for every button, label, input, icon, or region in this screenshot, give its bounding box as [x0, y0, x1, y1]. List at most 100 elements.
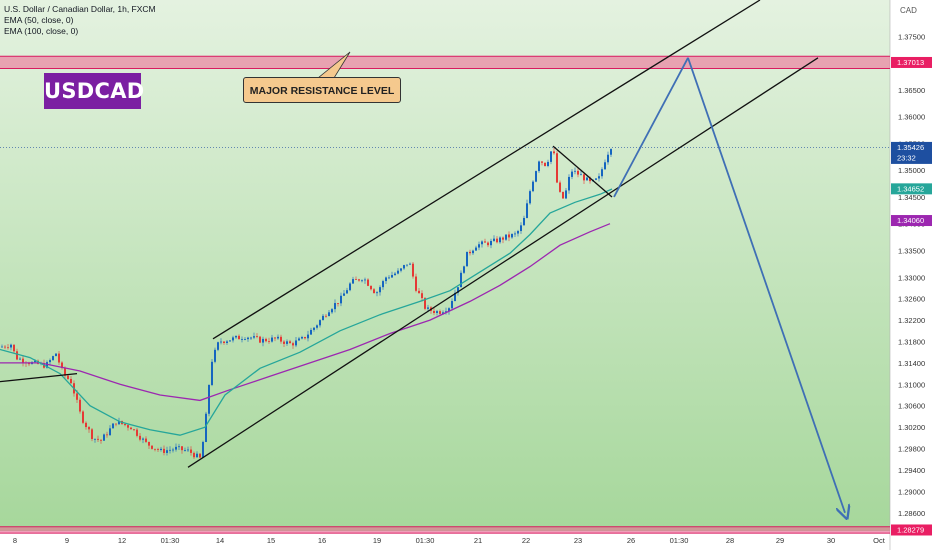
- time-tick-label: 23: [574, 536, 582, 545]
- candle: [130, 427, 132, 430]
- candle: [136, 429, 138, 436]
- candle: [277, 336, 279, 339]
- candle: [217, 342, 219, 350]
- candle: [124, 423, 126, 426]
- ema50-line: [0, 188, 613, 436]
- candle: [85, 422, 87, 428]
- candle: [145, 438, 147, 442]
- candle: [64, 368, 66, 376]
- candle: [148, 441, 150, 446]
- price-tick-label: 1.32600: [898, 295, 925, 304]
- candle: [574, 170, 576, 172]
- candle: [571, 171, 573, 177]
- price-tick-label: 1.33000: [898, 273, 925, 282]
- candle: [499, 237, 501, 243]
- candle: [232, 337, 234, 341]
- candle: [367, 279, 369, 286]
- time-tick-label: 8: [13, 536, 17, 545]
- candle: [442, 312, 444, 314]
- candle: [184, 450, 186, 451]
- candle: [307, 334, 309, 339]
- projection-up-arrow: [613, 57, 689, 198]
- candle: [109, 428, 111, 436]
- candle: [331, 309, 333, 313]
- candle: [550, 151, 552, 162]
- candle: [253, 336, 255, 338]
- candle: [382, 281, 384, 288]
- candle: [487, 242, 489, 246]
- candle: [169, 449, 171, 451]
- candle: [385, 277, 387, 282]
- candle: [448, 308, 450, 312]
- price-tick-label: 1.32200: [898, 316, 925, 325]
- candle: [400, 268, 402, 271]
- candle: [88, 427, 90, 430]
- candle: [196, 453, 198, 458]
- candle: [553, 151, 555, 154]
- price-tick-label: 1.36500: [898, 86, 925, 95]
- price-tag: [891, 141, 932, 164]
- candle: [352, 279, 354, 284]
- ema100-legend: EMA (100, close, 0): [4, 26, 79, 36]
- candle: [433, 310, 435, 313]
- channel-upper-line: [212, 0, 761, 340]
- candle: [310, 329, 312, 335]
- candle: [58, 353, 60, 363]
- candle: [214, 349, 216, 362]
- candle: [406, 264, 408, 266]
- candle: [610, 149, 612, 155]
- candle: [403, 265, 405, 269]
- candle: [472, 250, 474, 254]
- candle: [316, 325, 318, 328]
- candle: [208, 384, 210, 414]
- candle: [361, 280, 363, 282]
- time-tick-label: 30: [827, 536, 835, 545]
- candle: [325, 315, 327, 317]
- candle: [397, 270, 399, 274]
- candle: [415, 276, 417, 291]
- candle: [556, 153, 558, 183]
- candle: [466, 251, 468, 267]
- candle: [409, 263, 411, 265]
- candle: [484, 241, 486, 243]
- candle: [529, 191, 531, 204]
- candle: [106, 434, 108, 436]
- price-tag-label: 1.37013: [897, 58, 924, 67]
- candle: [439, 311, 441, 314]
- candle: [568, 176, 570, 191]
- price-tick-label: 1.29000: [898, 487, 925, 496]
- candle: [238, 335, 240, 340]
- candle: [142, 438, 144, 440]
- candle: [343, 293, 345, 296]
- candle: [127, 425, 129, 428]
- candle: [313, 327, 315, 330]
- candle: [454, 292, 456, 302]
- candle: [541, 161, 543, 163]
- candle: [427, 307, 429, 309]
- candle: [364, 279, 366, 281]
- candle: [373, 289, 375, 294]
- candle: [301, 336, 303, 339]
- candle: [604, 162, 606, 170]
- price-tag-label: 1.34652: [897, 184, 924, 193]
- candle: [514, 233, 516, 235]
- projection-down-arrow: [687, 57, 845, 513]
- candle: [163, 448, 165, 453]
- candle: [115, 423, 117, 425]
- candle: [1, 346, 3, 348]
- candle: [199, 453, 201, 458]
- candle: [151, 445, 153, 449]
- candle: [535, 171, 537, 182]
- candle: [523, 217, 525, 226]
- candle: [451, 301, 453, 309]
- time-tick-label: 28: [726, 536, 734, 545]
- candle: [394, 273, 396, 276]
- price-axis-background: [890, 0, 932, 550]
- candle: [424, 298, 426, 309]
- candle: [274, 337, 276, 339]
- candle: [358, 279, 360, 281]
- time-tick-label: Oct: [873, 536, 886, 545]
- candle: [4, 346, 6, 348]
- candle: [544, 162, 546, 167]
